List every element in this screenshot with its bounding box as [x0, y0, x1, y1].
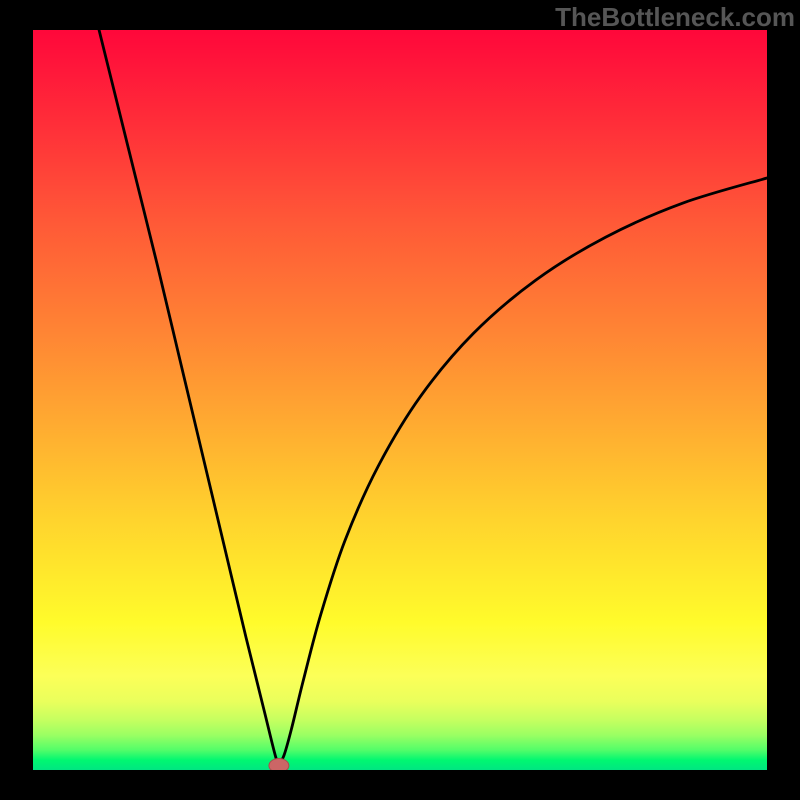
border-bottom [0, 770, 800, 800]
valley-marker [269, 759, 289, 770]
border-left [0, 0, 33, 800]
gradient-background [33, 30, 767, 770]
watermark-text: TheBottleneck.com [555, 2, 795, 33]
chart-plot [33, 30, 767, 770]
border-right [767, 0, 800, 800]
